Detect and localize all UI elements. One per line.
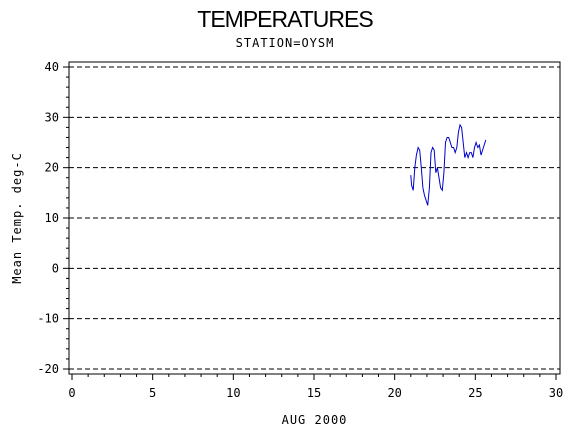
y-tick-label: 0 — [52, 261, 59, 275]
y-tick-label: 10 — [45, 211, 59, 225]
x-tick-label: 0 — [68, 386, 75, 400]
y-tick-label: -20 — [37, 362, 59, 376]
x-tick-label: 20 — [387, 386, 401, 400]
chart-subtitle: STATION=OYSM — [235, 36, 335, 50]
y-axis: -20 -10 0 10 20 30 40 — [37, 60, 69, 376]
grid-lines — [69, 66, 560, 370]
x-tick-label: 10 — [226, 386, 240, 400]
chart-title: TEMPERATURES — [197, 6, 373, 32]
x-axis-title: AUG 2000 — [282, 413, 348, 427]
x-tick-label: 25 — [468, 386, 482, 400]
y-tick-label: 40 — [45, 60, 59, 74]
temperature-series-line — [410, 123, 487, 206]
y-axis-title: Mean Temp. deg-C — [10, 152, 24, 284]
x-axis: 0 5 10 15 20 25 30 — [68, 374, 563, 400]
x-tick-label: 5 — [149, 386, 156, 400]
y-tick-label: 20 — [45, 161, 59, 175]
y-tick-label: -10 — [37, 312, 59, 326]
x-tick-label: 15 — [307, 386, 321, 400]
x-tick-label: 30 — [549, 386, 563, 400]
y-tick-label: 30 — [45, 110, 59, 124]
